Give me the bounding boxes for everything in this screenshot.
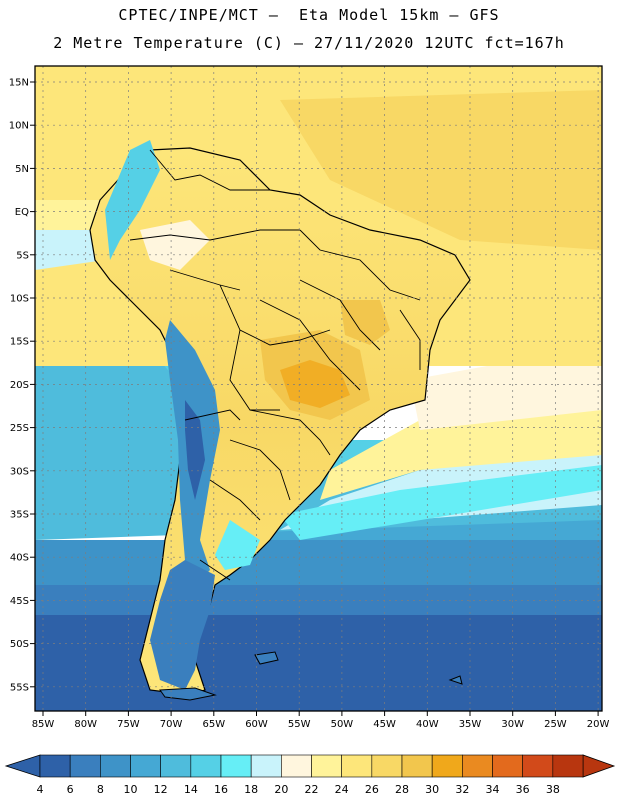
colorbar-label: 34 bbox=[486, 783, 500, 796]
map-title: CPTEC/INPE/MCT – Eta Model 15km – GFS bbox=[118, 6, 500, 24]
ocean-band-8 bbox=[35, 540, 602, 585]
colorbar-swatch bbox=[401, 754, 433, 778]
lon-label: 30W bbox=[501, 719, 524, 730]
colorbar-label: 4 bbox=[37, 783, 44, 796]
lat-label: 10N bbox=[9, 121, 29, 132]
temperature-colorbar: 4 6 8 10 12 14 16 18 20 22 24 26 28 30 32 34 36 38 bbox=[4, 754, 616, 796]
colorbar-label: 10 bbox=[124, 783, 138, 796]
colorbar-swatch bbox=[250, 754, 282, 778]
lon-label: 20W bbox=[587, 719, 610, 730]
lon-label: 75W bbox=[117, 719, 140, 730]
colorbar-swatch bbox=[522, 754, 554, 778]
lon-label: 55W bbox=[288, 719, 311, 730]
colorbar-label: 6 bbox=[67, 783, 74, 796]
atlantic-south-band bbox=[280, 465, 602, 540]
lat-label: 50S bbox=[10, 639, 29, 650]
plot-frame bbox=[34, 65, 603, 712]
colorbar-swatch bbox=[492, 754, 523, 778]
colorbar-swatch bbox=[100, 754, 131, 778]
lat-label: 40S bbox=[10, 553, 29, 564]
patagonia-cool bbox=[150, 560, 215, 690]
colorbar-swatch bbox=[462, 754, 493, 778]
colorbar-swatch bbox=[311, 754, 342, 778]
lon-label: 60W bbox=[245, 719, 268, 730]
lat-label: 5N bbox=[15, 164, 29, 175]
ocean-south-deep bbox=[35, 600, 602, 711]
south-america-landmass bbox=[89, 140, 471, 696]
lat-label: 10S bbox=[10, 294, 29, 305]
graticule bbox=[35, 66, 602, 711]
colorbar-swatch bbox=[220, 754, 252, 778]
lat-label: 55S bbox=[10, 682, 29, 693]
colorbar-label: 16 bbox=[214, 783, 228, 796]
colorbar-swatch bbox=[341, 754, 373, 778]
colorbar-swatch bbox=[130, 754, 161, 778]
lon-label: 35W bbox=[459, 719, 482, 730]
pacific-equatorial-cool bbox=[35, 230, 105, 270]
lon-label: 85W bbox=[32, 719, 55, 730]
amazon-cooler-spot bbox=[140, 220, 210, 270]
andes-cold-core bbox=[185, 400, 205, 500]
colorbar-swatch bbox=[39, 754, 71, 778]
hot-core-east bbox=[340, 300, 390, 345]
lat-label: 15S bbox=[10, 337, 29, 348]
north-atlantic-warmer bbox=[280, 90, 602, 250]
lat-label: 5S bbox=[16, 250, 29, 261]
colorbar-arrow-low bbox=[4, 754, 41, 778]
colorbar-swatch bbox=[281, 754, 312, 778]
andes-cold-strip bbox=[105, 140, 160, 260]
lon-label: 70W bbox=[160, 719, 183, 730]
colorbar-label: 36 bbox=[516, 783, 530, 796]
atlantic-warm-band bbox=[320, 400, 602, 500]
colorbar-swatch bbox=[69, 754, 101, 778]
colorbar-label: 20 bbox=[274, 783, 288, 796]
ocean-pacific-12 bbox=[35, 230, 602, 540]
colorbar-label: 28 bbox=[395, 783, 409, 796]
lon-label: 65W bbox=[202, 719, 225, 730]
lon-label: 45W bbox=[373, 719, 396, 730]
colorbar-label: 18 bbox=[244, 783, 258, 796]
lat-label: 20S bbox=[10, 380, 29, 391]
colorbar-swatch bbox=[160, 754, 192, 778]
colorbar-label: 22 bbox=[305, 783, 319, 796]
colorbar-swatch bbox=[552, 754, 584, 778]
colorbar-label: 30 bbox=[425, 783, 439, 796]
colorbar-label: 26 bbox=[365, 783, 379, 796]
latitude-tick-labels: 15N 10N 5N EQ 5S 10S 15S 20S 25S 30S 35S 40S 45S 50S 5… bbox=[9, 78, 35, 693]
colorbar-label: 38 bbox=[546, 783, 560, 796]
lon-label: 50W bbox=[331, 719, 354, 730]
lat-label: 35S bbox=[10, 510, 29, 521]
islands bbox=[159, 651, 463, 701]
hot-core-peak bbox=[280, 360, 350, 408]
country-borders bbox=[129, 149, 421, 581]
map-subtitle: 2 Metre Temperature (C) – 27/11/2020 12U… bbox=[53, 34, 565, 52]
colorbar-arrow-high bbox=[582, 754, 616, 778]
longitude-tick-labels: 85W 80W 75W 70W 65W 60W 55W 50W 45W 40W 35W 30W 25W 2… bbox=[32, 711, 610, 730]
lat-label: 25S bbox=[10, 423, 29, 434]
colorbar-label: 32 bbox=[455, 783, 469, 796]
lon-label: 80W bbox=[74, 719, 97, 730]
colorbar-swatch bbox=[371, 754, 403, 778]
colorbar-label: 8 bbox=[97, 783, 104, 796]
lat-label: 45S bbox=[10, 596, 29, 607]
lat-label: 15N bbox=[9, 78, 29, 89]
lat-label: EQ bbox=[15, 207, 29, 218]
lon-label: 25W bbox=[544, 719, 567, 730]
southern-cone-cool bbox=[215, 520, 260, 570]
lon-label: 40W bbox=[416, 719, 439, 730]
colorbar-label: 12 bbox=[154, 783, 168, 796]
colorbar-swatch bbox=[190, 754, 222, 778]
colorbar-swatch bbox=[431, 754, 463, 778]
colorbar-label: 14 bbox=[184, 783, 198, 796]
colorbar-label: 24 bbox=[335, 783, 349, 796]
lat-label: 30S bbox=[10, 466, 29, 477]
